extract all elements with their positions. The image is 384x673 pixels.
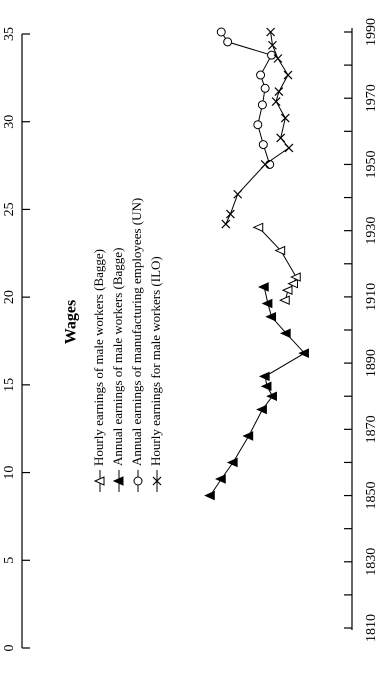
year-tick-label-1890: 1890 — [364, 349, 379, 377]
series-1-point-9 — [279, 328, 291, 339]
series-1-point-11 — [261, 298, 273, 309]
series-1-point-12 — [257, 282, 269, 292]
series-2-point-8 — [216, 27, 226, 37]
legend-label-0: Hourly earnings of male workers (Bagge) — [91, 249, 106, 466]
series-1-point-3 — [242, 431, 254, 441]
value-tick-label-15: 15 — [2, 378, 17, 392]
series-1-point-1 — [215, 474, 226, 484]
series-2-point-2 — [253, 120, 263, 130]
year-tick-label-1810: 1810 — [364, 614, 379, 642]
year-tick-label-1830: 1830 — [364, 548, 379, 576]
series-3-point-9 — [283, 70, 293, 80]
series-3-point-11 — [268, 40, 277, 50]
value-tick-label-30: 30 — [2, 115, 17, 129]
year-tick-label-1950: 1950 — [364, 150, 379, 178]
legend-label-1: Annual earnings of male workers (Bagge) — [110, 248, 125, 466]
series-0-point-0 — [279, 295, 290, 305]
series-1-point-4 — [256, 404, 267, 415]
value-tick-label-35: 35 — [2, 27, 17, 41]
legend-label-2: Annual earnings of manufacturing employe… — [129, 198, 144, 466]
legend-marker-0 — [93, 476, 105, 486]
series-3-point-1 — [225, 209, 235, 219]
series-3-point-2 — [233, 189, 243, 199]
series-2-point-7 — [223, 37, 233, 47]
series-3-point-6 — [280, 113, 290, 123]
series-1-point-10 — [265, 311, 277, 322]
series-0-point-4 — [274, 245, 286, 256]
value-tick-label-25: 25 — [2, 202, 17, 216]
legend-marker-3 — [152, 476, 162, 486]
year-tick-label-1870: 1870 — [364, 415, 379, 443]
series-3-point-5 — [276, 133, 286, 143]
value-tick-label-10: 10 — [2, 466, 17, 480]
series-1-point-0 — [204, 490, 215, 501]
series-1-point-7 — [258, 371, 270, 382]
year-tick-label-1930: 1930 — [364, 217, 379, 245]
series-1-point-8 — [298, 348, 309, 358]
legend-marker-2 — [133, 476, 143, 486]
year-tick-label-1970: 1970 — [364, 84, 379, 112]
series-1-point-2 — [226, 457, 238, 468]
series-0-point-5 — [252, 222, 264, 233]
legend-marker-1 — [112, 476, 124, 486]
series-0-point-2 — [287, 278, 298, 289]
series-2-point-1 — [258, 140, 268, 150]
series-2-point-4 — [260, 83, 270, 93]
series-0-point-1 — [281, 285, 293, 296]
series-1-point-6 — [260, 381, 272, 392]
chart-title: Wages — [63, 300, 80, 344]
series-3-point-8 — [274, 87, 284, 97]
series-3-point-7 — [271, 97, 281, 106]
series-3-point-4 — [284, 143, 294, 153]
year-tick-label-1990: 1990 — [364, 18, 379, 46]
value-tick-label-5: 5 — [2, 557, 17, 564]
value-tick-label-0: 0 — [2, 645, 17, 652]
series-3-point-10 — [273, 54, 283, 63]
series-2-point-3 — [257, 100, 267, 110]
year-tick-label-1850: 1850 — [364, 482, 379, 510]
series-2-point-5 — [256, 70, 266, 80]
series-1-point-5 — [266, 391, 277, 401]
value-tick-label-20: 20 — [2, 290, 17, 304]
series-2-point-6 — [267, 50, 277, 60]
year-tick-label-1910: 1910 — [364, 283, 379, 311]
series-3-point-12 — [266, 27, 276, 37]
series-0-point-3 — [289, 272, 301, 282]
series-3-point-3 — [260, 160, 270, 169]
legend-label-3: Hourly earnings for male workers (ILO) — [148, 256, 163, 466]
series-3-point-0 — [221, 219, 231, 229]
series-line-1 — [209, 286, 306, 496]
